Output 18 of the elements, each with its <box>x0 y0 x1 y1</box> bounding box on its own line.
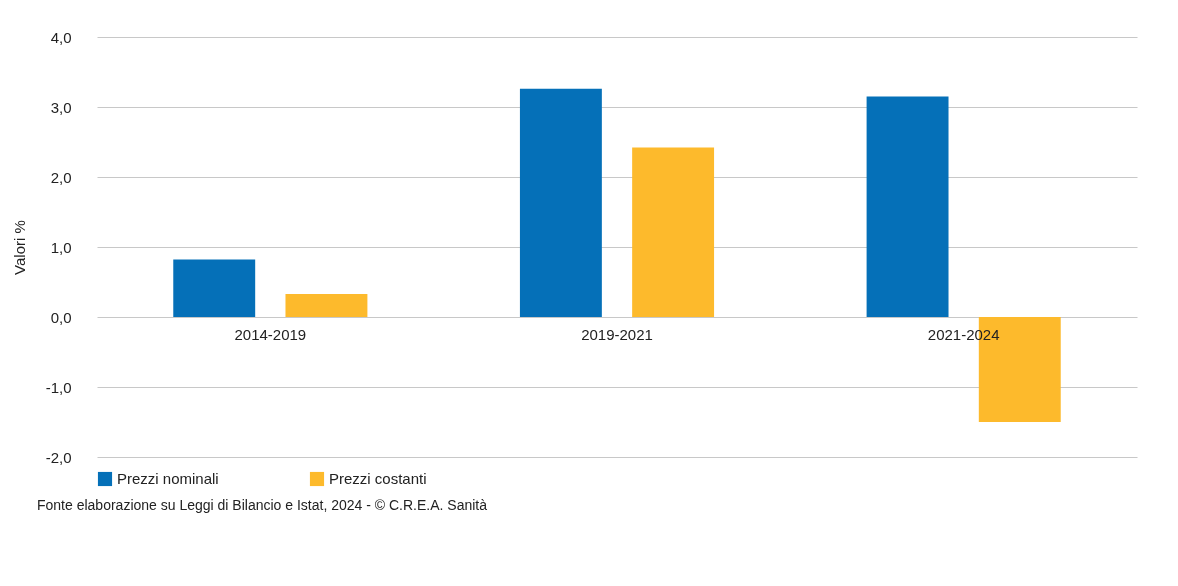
y-tick-label: 4,0 <box>50 28 72 46</box>
y-tick-label: 2,0 <box>50 168 72 186</box>
bar <box>173 259 256 317</box>
legend-label: Prezzi nominali <box>117 470 219 487</box>
y-tick-label: 3,0 <box>50 98 72 116</box>
x-tick-label: 2019-2021 <box>581 325 653 343</box>
source-note: Fonte elaborazione su Leggi di Bilancio e Istat, 2024 - © C.R.E.A. Sanità <box>37 497 488 513</box>
bar <box>285 293 368 317</box>
y-tick-label: 0,0 <box>50 308 72 326</box>
bar <box>632 147 715 317</box>
y-tick-label: -2,0 <box>45 448 72 466</box>
y-tick-label: -1,0 <box>45 378 72 396</box>
bar <box>866 96 949 317</box>
legend-label: Prezzi costanti <box>329 470 427 487</box>
y-tick-label: 1,0 <box>50 238 72 256</box>
y-axis-title: Valori % <box>10 220 28 275</box>
x-tick-label: 2014-2019 <box>234 325 307 343</box>
bar <box>519 88 602 317</box>
